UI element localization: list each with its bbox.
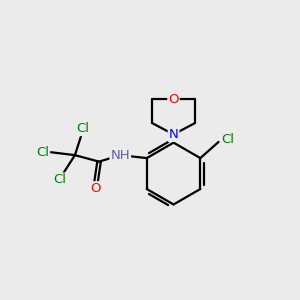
Text: N: N (169, 128, 178, 141)
Text: O: O (90, 182, 101, 195)
Text: Cl: Cl (221, 133, 234, 146)
Text: Cl: Cl (54, 173, 67, 186)
Text: O: O (168, 93, 179, 106)
Text: Cl: Cl (76, 122, 89, 135)
Text: Cl: Cl (36, 146, 49, 159)
Text: NH: NH (110, 149, 130, 162)
